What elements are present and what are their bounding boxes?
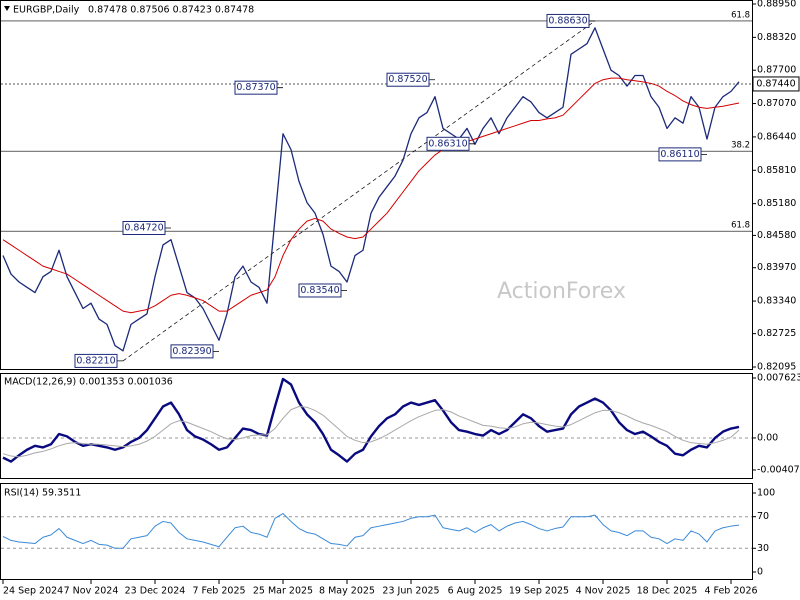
fib-label: 61.8 [731, 10, 750, 20]
last-price-label: 0.87440 [756, 78, 795, 89]
rsi-panel [0, 483, 753, 580]
annotation-box [426, 136, 470, 151]
annotation-label: 0.83540 [300, 285, 339, 296]
menu-icon [4, 6, 10, 11]
y-tick-label: 0.82725 [757, 328, 796, 339]
x-tick-label: 18 Dec 2025 [637, 586, 698, 597]
x-tick-label: 25 Mar 2025 [253, 586, 313, 597]
annotation-box [546, 13, 590, 28]
series-line [2, 77, 740, 314]
fib-label: 61.8 [731, 221, 750, 231]
y-tick-label: 70 [757, 511, 769, 522]
x-tick-label: 4 Feb 2026 [704, 586, 757, 597]
x-tick-label: 4 Nov 2025 [576, 586, 631, 597]
y-tick-label: 0.87700 [757, 65, 796, 76]
y-tick-label: 100 [757, 488, 775, 499]
y-tick-label: 0.83340 [757, 296, 796, 307]
annotation-box [122, 220, 166, 235]
y-tick-label: 0.88950 [757, 0, 796, 10]
price-panel [0, 0, 753, 370]
x-tick-label: 23 Dec 2024 [125, 586, 186, 597]
annotation-label: 0.82390 [172, 346, 211, 357]
x-tick-label: 6 Aug 2025 [448, 586, 503, 597]
chart-title: EURGBP,Daily [13, 5, 80, 16]
annotation-box [74, 353, 118, 368]
y-tick-label: 0.007623 [757, 373, 800, 384]
rsi-title: RSI(14) 59.3511 [4, 488, 81, 499]
y-tick-label: 0.84580 [757, 230, 796, 241]
series-line [2, 406, 740, 458]
x-tick-label: 7 Nov 2024 [64, 586, 119, 597]
x-tick-label: 8 May 2025 [319, 586, 375, 597]
annotation-label: 0.86110 [660, 149, 699, 160]
y-tick-label: 0.82095 [757, 362, 796, 373]
annotation-label: 0.87370 [236, 82, 275, 93]
annotation-box [170, 344, 214, 359]
y-tick-label: -0.004073 [757, 465, 800, 476]
annotation-box [658, 147, 702, 162]
y-tick-label: 30 [757, 543, 769, 554]
last-price-box [752, 76, 800, 92]
annotation-box [234, 80, 278, 95]
annotation-box [298, 283, 342, 298]
trend-line [122, 20, 596, 362]
series-line [2, 27, 740, 352]
y-tick-label: 0 [757, 567, 763, 578]
macd-panel [0, 373, 753, 479]
series-line [2, 377, 740, 463]
y-tick-label: 0.85810 [757, 165, 796, 176]
watermark: ActionForex [497, 279, 626, 304]
annotation-label: 0.88630 [548, 15, 587, 26]
y-tick-label: 0.00 [757, 432, 778, 443]
annotation-box [386, 72, 430, 87]
x-tick-label: 23 Jun 2025 [382, 586, 439, 597]
y-tick-label: 0.88320 [757, 32, 796, 43]
quote: 0.87478 0.87506 0.87423 0.87478 [88, 5, 254, 16]
series-line [2, 513, 740, 549]
annotation-label: 0.86310 [428, 138, 467, 149]
y-tick-label: 0.83970 [757, 262, 796, 273]
y-tick-label: 0.87070 [757, 98, 796, 109]
macd-title: MACD(12,26,9) 0.001353 0.001036 [4, 377, 173, 388]
y-tick-label: 0.85180 [757, 198, 796, 209]
x-tick-label: 7 Feb 2025 [192, 586, 245, 597]
annotation-label: 0.84720 [124, 222, 163, 233]
annotation-label: 0.87520 [388, 74, 427, 85]
x-tick-label: 19 Sep 2025 [509, 586, 569, 597]
y-tick-label: 0.86440 [757, 131, 796, 142]
fib-label: 38.2 [731, 141, 750, 151]
annotation-label: 0.82210 [76, 355, 115, 366]
x-tick-label: 24 Sep 2024 [3, 586, 63, 597]
